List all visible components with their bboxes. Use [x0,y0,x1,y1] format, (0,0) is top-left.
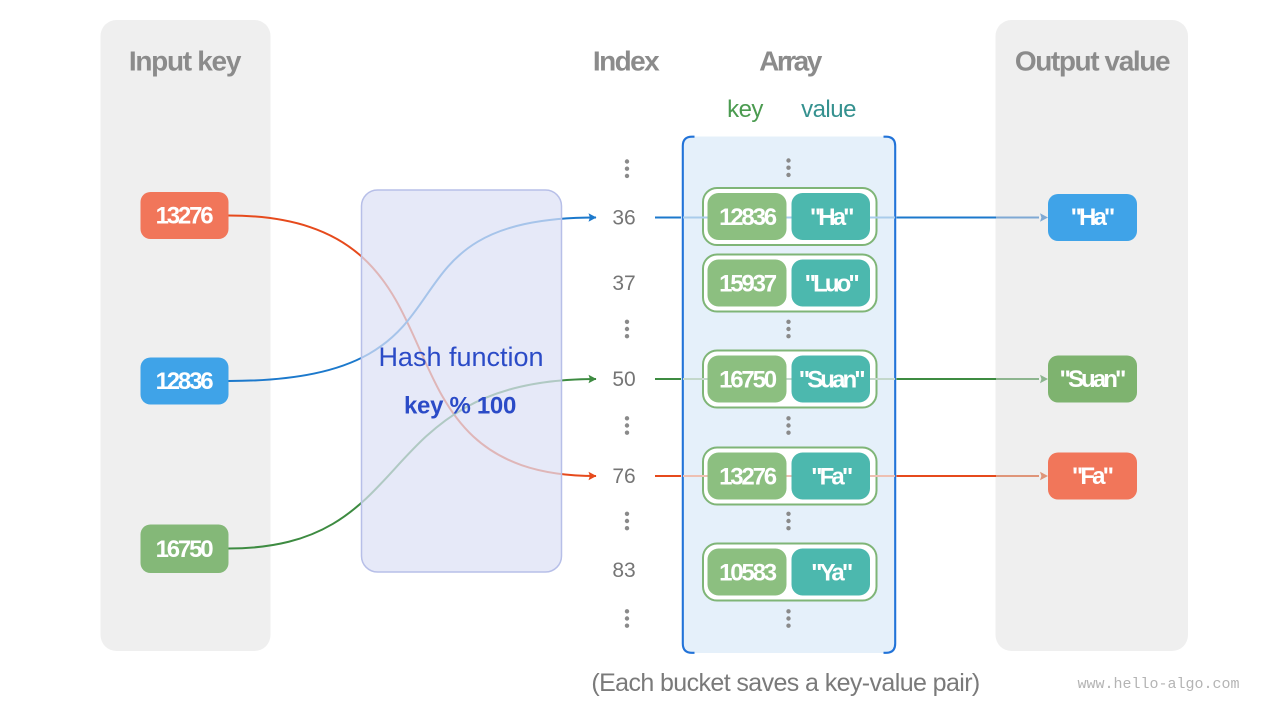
svg-text:"Ya": "Ya" [811,560,852,587]
svg-text:12836: 12836 [719,204,777,231]
svg-text:37: 37 [612,272,635,295]
svg-text:"Ha": "Ha" [1071,204,1114,231]
svg-text:"Suan": "Suan" [1059,366,1125,393]
svg-text:36: 36 [612,207,635,230]
svg-text:"Ha": "Ha" [810,204,853,231]
svg-text:15937: 15937 [719,271,777,298]
svg-text:"Suan": "Suan" [799,367,865,394]
svg-text:key: key [727,96,763,123]
svg-text:"Luo": "Luo" [805,271,859,298]
svg-text:16750: 16750 [719,367,777,394]
svg-text:(Each bucket saves a key-value: (Each bucket saves a key-value pair) [591,669,979,697]
svg-text:83: 83 [612,559,635,582]
svg-text:12836: 12836 [156,368,214,395]
svg-text:50: 50 [612,368,635,391]
svg-text:Input key: Input key [129,46,242,77]
svg-text:Hash function: Hash function [378,342,543,372]
svg-text:www.hello-algo.com: www.hello-algo.com [1077,676,1239,693]
svg-text:"Fa": "Fa" [811,464,852,491]
svg-text:16750: 16750 [156,536,214,563]
svg-text:13276: 13276 [156,203,214,230]
svg-text:10583: 10583 [719,560,777,587]
svg-text:key % 100: key % 100 [404,393,516,420]
svg-text:Array: Array [759,46,823,77]
svg-text:13276: 13276 [719,464,777,491]
svg-text:Output value: Output value [1015,46,1170,77]
svg-text:value: value [801,96,856,123]
svg-text:"Fa": "Fa" [1072,463,1113,490]
svg-text:Index: Index [593,46,660,77]
svg-text:76: 76 [612,465,635,488]
